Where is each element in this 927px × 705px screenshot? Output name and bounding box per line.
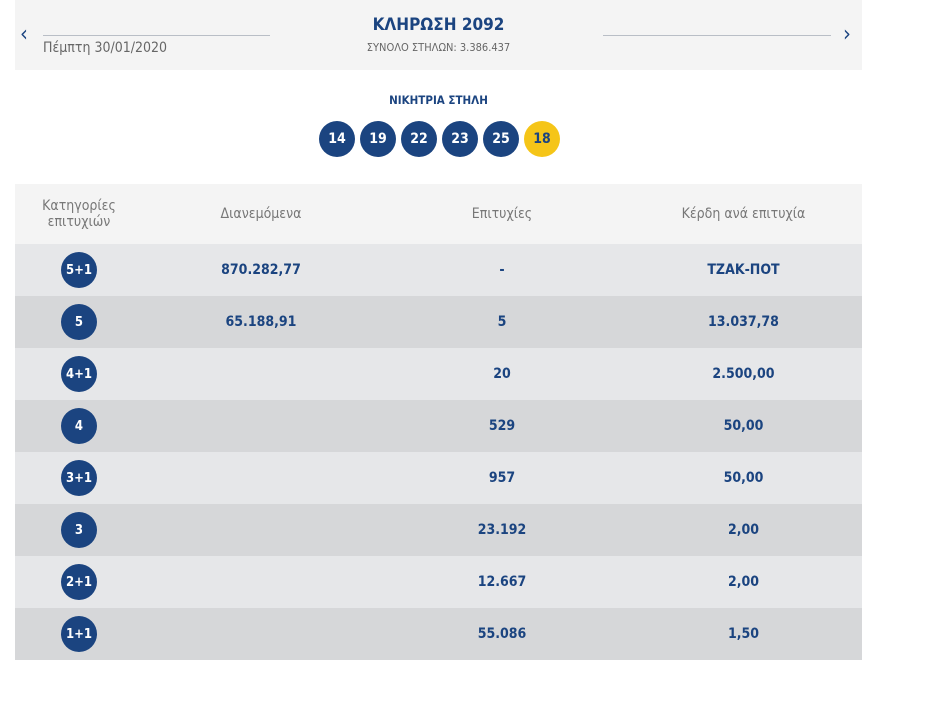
prize-per-win: ΤΖΑΚ-ΠΟΤ xyxy=(707,262,780,278)
col-header-prize: Κέρδη ανά επιτυχία xyxy=(681,206,806,222)
table-row: 5+1 870.282,77 - ΤΖΑΚ-ΠΟΤ xyxy=(15,244,862,296)
draw-title: ΚΛΗΡΩΣΗ 2092 xyxy=(372,15,505,35)
winning-label: ΝΙΚΗΤΡΙΑ ΣΤΗΛΗ xyxy=(389,93,488,107)
winners-count: - xyxy=(499,262,505,278)
table-row: 1+1 55.086 1,50 xyxy=(15,608,862,660)
winning-numbers: 14 19 22 23 25 18 xyxy=(319,121,560,157)
winners-count: 957 xyxy=(488,470,516,486)
category-badge: 4+1 xyxy=(61,356,97,392)
category-badge: 5 xyxy=(61,304,97,340)
col-header-winners: Επιτυχίες xyxy=(471,206,533,222)
number-ball: 19 xyxy=(360,121,396,157)
winners-count: 55.086 xyxy=(477,626,527,642)
table-row: 3+1 957 50,00 xyxy=(15,452,862,504)
winners-count: 20 xyxy=(493,366,511,382)
table-header: Κατηγορίες επιτυχιών Διανεμόμενα Επιτυχί… xyxy=(15,184,862,244)
distributed-amount: 870.282,77 xyxy=(221,262,301,278)
number-ball: 25 xyxy=(483,121,519,157)
number-ball: 22 xyxy=(401,121,437,157)
number-ball: 14 xyxy=(319,121,355,157)
prize-per-win: 50,00 xyxy=(723,470,764,486)
prize-table: Κατηγορίες επιτυχιών Διανεμόμενα Επιτυχί… xyxy=(15,184,862,660)
category-badge: 3+1 xyxy=(61,460,97,496)
category-badge: 1+1 xyxy=(61,616,97,652)
category-badge: 2+1 xyxy=(61,564,97,600)
prize-per-win: 50,00 xyxy=(723,418,764,434)
prize-per-win: 1,50 xyxy=(727,626,760,642)
bonus-ball: 18 xyxy=(524,121,560,157)
category-badge: 3 xyxy=(61,512,97,548)
prize-per-win: 2,00 xyxy=(727,522,760,538)
next-draw-arrow-icon[interactable]: › xyxy=(843,22,851,47)
draw-date: Πέμπτη 30/01/2020 xyxy=(43,40,168,56)
distributed-amount: 65.188,91 xyxy=(225,314,297,330)
prize-per-win: 13.037,78 xyxy=(708,314,779,330)
prev-draw-arrow-icon[interactable]: ‹ xyxy=(20,22,28,47)
winners-count: 529 xyxy=(488,418,516,434)
prize-per-win: 2,00 xyxy=(727,574,760,590)
divider xyxy=(43,35,270,36)
category-badge: 4 xyxy=(61,408,97,444)
winners-count: 12.667 xyxy=(477,574,527,590)
table-row: 4 529 50,00 xyxy=(15,400,862,452)
col-header-distributed: Διανεμόμενα xyxy=(220,206,302,222)
winners-count: 5 xyxy=(497,314,507,330)
table-row: 4+1 20 2.500,00 xyxy=(15,348,862,400)
prize-per-win: 2.500,00 xyxy=(712,366,775,382)
table-row: 2+1 12.667 2,00 xyxy=(15,556,862,608)
table-row: 3 23.192 2,00 xyxy=(15,504,862,556)
col-header-category: Κατηγορίες επιτυχιών xyxy=(42,198,116,230)
draw-header: ‹ › Πέμπτη 30/01/2020 ΚΛΗΡΩΣΗ 2092 ΣΥΝΟΛ… xyxy=(15,0,862,70)
category-badge: 5+1 xyxy=(61,252,97,288)
table-row: 5 65.188,91 5 13.037,78 xyxy=(15,296,862,348)
total-columns: ΣΥΝΟΛΟ ΣΤΗΛΩΝ: 3.386.437 xyxy=(366,41,511,54)
number-ball: 23 xyxy=(442,121,478,157)
winners-count: 23.192 xyxy=(477,522,527,538)
divider xyxy=(603,35,831,36)
